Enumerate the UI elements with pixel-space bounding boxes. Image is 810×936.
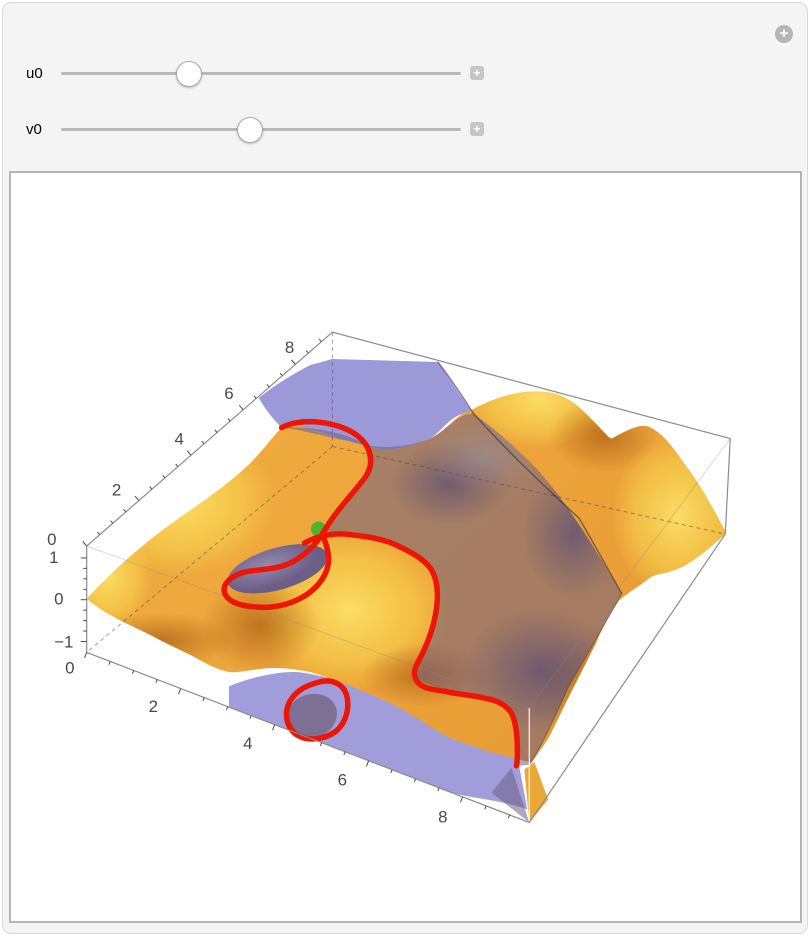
y-tick-label: 6 [224, 384, 233, 403]
minor-tick [162, 474, 166, 479]
minor-tick [110, 520, 114, 524]
manipulate-expand-button[interactable]: + [775, 25, 793, 43]
axis-ticks [80, 338, 511, 819]
minor-tick [225, 706, 229, 711]
intersection-curve-s [301, 531, 521, 769]
intersection-curve-small-loop [283, 678, 351, 742]
plot-panel[interactable]: 0 2 4 6 8 1 0 −1 0 2 4 6 8 [9, 171, 802, 923]
slider-expand-button-u0[interactable]: + [470, 66, 484, 80]
x-tick-label: 2 [149, 697, 158, 716]
minor-tick [108, 661, 111, 665]
minor-tick [413, 778, 417, 783]
y-tick-label: 4 [175, 430, 184, 449]
minor-tick [437, 787, 440, 792]
minor-tick [155, 679, 158, 683]
major-tick [178, 688, 182, 695]
intersection-curve-arc-loop [221, 418, 374, 610]
major-tick [459, 796, 464, 803]
plot-3d[interactable]: 0 2 4 6 8 1 0 −1 0 2 4 6 8 [11, 173, 796, 917]
y-tick-label: 2 [112, 480, 121, 499]
x-tick-label: 6 [338, 771, 347, 790]
minor-tick [175, 463, 179, 467]
axis-labels: 0 2 4 6 8 1 0 −1 0 2 4 6 8 [47, 338, 447, 826]
major-tick [84, 652, 88, 659]
box-hidden-edges-dashed [86, 332, 726, 653]
plane-dark-edge [437, 361, 623, 595]
minor-tick [123, 508, 127, 513]
x-tick-label: 8 [438, 808, 447, 827]
minor-tick [318, 338, 322, 343]
major-tick [291, 359, 296, 365]
minor-tick [149, 486, 153, 490]
plus-circle-icon: + [779, 25, 789, 42]
minor-tick [253, 395, 257, 399]
y-tick-label: 8 [285, 338, 294, 357]
major-tick [134, 495, 140, 501]
minor-tick [249, 715, 252, 720]
major-tick [366, 760, 370, 767]
major-tick [272, 724, 276, 731]
major-tick [238, 404, 244, 411]
control-row-u0: u0 + [3, 60, 523, 88]
x-tick-label: 0 [65, 658, 74, 677]
front-corner-yellow-wedge [524, 761, 549, 823]
plus-icon: + [473, 122, 481, 136]
minor-tick [202, 697, 205, 701]
y-tick-label: 0 [47, 530, 56, 549]
minor-tick [266, 384, 270, 388]
slider-thumb-u0[interactable] [176, 61, 202, 87]
front-corner-purple-wedge [491, 767, 530, 823]
minor-tick [507, 814, 511, 819]
minor-tick [296, 733, 299, 738]
minor-tick [343, 751, 346, 756]
x-tick-label: 4 [243, 734, 252, 753]
minor-tick [131, 670, 135, 674]
slider-expand-button-v0[interactable]: + [470, 122, 484, 136]
z-tick-label: 0 [54, 590, 63, 609]
z-tick-label: −1 [54, 632, 73, 651]
slider-track-u0[interactable] [61, 61, 461, 87]
plus-icon: + [473, 66, 481, 80]
slider-label-u0: u0 [26, 65, 43, 82]
tangent-plane-top [258, 359, 474, 450]
plane-pocket-bottom [286, 693, 337, 739]
slider-thumb-v0[interactable] [237, 117, 263, 143]
z-tick-label: 1 [49, 548, 58, 567]
plane-lower-edge [528, 593, 623, 766]
minor-tick [279, 372, 283, 377]
minor-tick [390, 769, 393, 774]
minor-tick [305, 350, 309, 354]
major-tick [186, 450, 192, 456]
slider-label-v0: v0 [26, 121, 42, 138]
minor-tick [227, 418, 231, 422]
minor-tick [97, 531, 101, 535]
minor-tick [201, 440, 205, 445]
slider-track-v0[interactable] [61, 117, 461, 143]
major-tick [82, 541, 88, 547]
minor-tick [319, 742, 323, 747]
minor-tick [484, 805, 487, 810]
minor-tick [214, 429, 218, 433]
intersection-curve [221, 418, 521, 769]
control-row-v0: v0 + [3, 116, 523, 144]
